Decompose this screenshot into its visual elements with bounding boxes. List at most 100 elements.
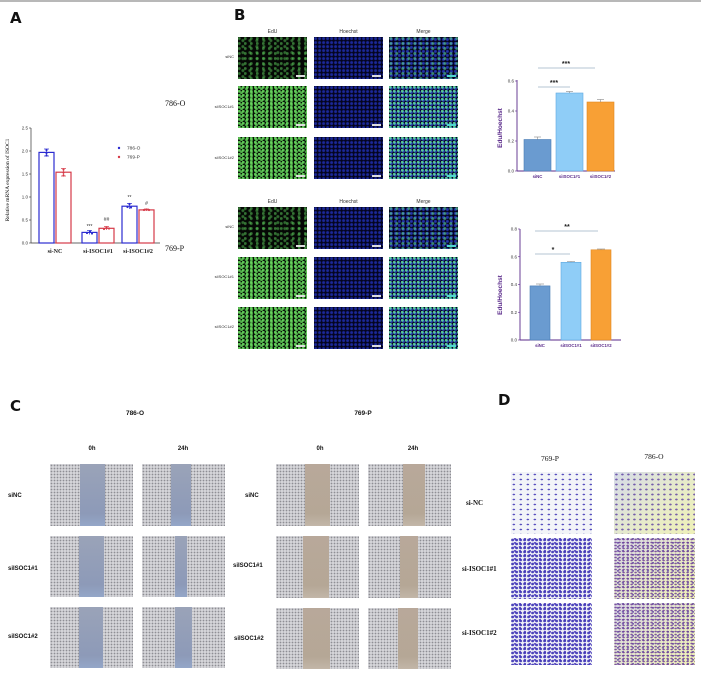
col-header-merge: Merge	[416, 29, 431, 35]
bar-769p-edu-siisoc1-1	[560, 261, 582, 341]
svg-text:0.2: 0.2	[511, 310, 518, 315]
svg-text:siISOC1#1: siISOC1#1	[559, 174, 581, 179]
edu-image-769p-siisoc1-2	[238, 307, 307, 349]
row-label-sinc: siNC	[225, 54, 234, 59]
chart-a-ylabel: Relative mRNA expression of ISOC1	[4, 138, 11, 221]
svg-text:0.5: 0.5	[22, 218, 29, 223]
panel-label-a: A	[10, 9, 22, 27]
transwell-image-786o-siisoc1-1	[614, 538, 695, 599]
edu-image-786o-siisoc1-2	[238, 137, 307, 179]
svg-text:2.5: 2.5	[22, 126, 29, 131]
panel-d-col-786o: 786-O	[644, 452, 664, 461]
chart-a-mrna-expression: Relative mRNA expression of ISOC1 0.0 0.…	[4, 126, 160, 255]
wound-image-769p-siisoc1-2-24h	[368, 608, 451, 669]
row-label-769p-siisoc1-2: siISOC1#2	[214, 324, 234, 329]
row-label-769p-sinc: siNC	[225, 224, 234, 229]
edu-image-769p-sinc	[238, 207, 307, 249]
col-header-edu-769p: EdU	[267, 199, 278, 205]
svg-text:1.0: 1.0	[22, 195, 29, 200]
wound-image-786o-siisoc1-1-0h	[50, 536, 133, 597]
svg-text:si-ISOC1#1: si-ISOC1#1	[83, 249, 113, 255]
col-header-edu: EdU	[267, 29, 278, 35]
panel-b-cellline-769p: 769-P	[165, 244, 185, 253]
wound-image-786o-sinc-0h	[50, 464, 133, 526]
bar-786o-sinc	[38, 151, 55, 244]
svg-text:si-ISOC1#2: si-ISOC1#2	[123, 249, 153, 255]
panel-d-row-siisoc1-1: si-ISOC1#1	[462, 565, 497, 573]
wound-image-786o-siisoc1-1-24h	[142, 536, 225, 597]
svg-text:siNC: siNC	[535, 343, 545, 348]
svg-text:2.0: 2.0	[22, 149, 29, 154]
legend-769p: 769-P	[127, 155, 140, 161]
panel-label-b: B	[234, 6, 246, 24]
svg-text:**: **	[128, 195, 132, 201]
hoechst-image-786o-siisoc1-2	[314, 137, 383, 179]
svg-text:***: ***	[87, 224, 93, 230]
svg-text:0.4: 0.4	[508, 109, 515, 114]
svg-text:Edu/Hoechst: Edu/Hoechst	[497, 107, 504, 148]
panel-c-769p-time-0h: 0h	[316, 446, 324, 452]
transwell-image-786o-siisoc1-2	[614, 603, 695, 665]
row-label-siisoc1-1: siISOC1#1	[214, 104, 234, 109]
panel-d-row-siisoc1-2: si-ISOC1#2	[462, 629, 497, 637]
transwell-image-769p-siisoc1-1	[511, 538, 592, 599]
legend-786o: 786-O	[127, 146, 141, 152]
merge-image-769p-siisoc1-1	[389, 257, 458, 299]
bar-786o-edu-sinc	[523, 139, 552, 172]
wound-image-786o-siisoc1-2-24h	[142, 607, 225, 668]
merge-image-786o-siisoc1-2	[389, 137, 458, 179]
svg-text:siISOC1#2: siISOC1#2	[590, 343, 612, 348]
svg-text:0.0: 0.0	[508, 169, 515, 174]
panel-d-row-sinc: si-NC	[466, 499, 484, 507]
svg-text:siISOC1#1: siISOC1#1	[560, 343, 582, 348]
sig-769p-2: **	[564, 224, 570, 231]
panel-c-786o-time-0h: 0h	[88, 446, 96, 452]
panel-c-769p-time-24h: 24h	[407, 446, 419, 452]
edu-image-786o-sinc	[238, 37, 307, 79]
panel-d-col-769p: 769-P	[541, 454, 559, 463]
panel-c-786o-row-siisoc1-1: siISOC1#1	[8, 566, 38, 572]
hoechst-image-769p-siisoc1-2	[314, 307, 383, 349]
svg-text:si-NC: si-NC	[48, 249, 63, 255]
panel-c-769p-row-sinc: siNC	[245, 493, 259, 499]
transwell-image-786o-sinc	[614, 472, 695, 534]
chart-b-786o-edu-ratio: Edu/Hoechst 0.0 0.2 0.4 0.6 *** *** siNC…	[497, 61, 615, 179]
panel-label-c: C	[10, 397, 22, 415]
svg-text:#: #	[145, 201, 148, 207]
svg-text:##: ##	[104, 217, 110, 223]
bar-769p-siisoc1-2	[138, 209, 155, 244]
svg-text:0.0: 0.0	[22, 241, 29, 246]
row-label-siisoc1-2: siISOC1#2	[214, 155, 234, 160]
panel-label-d: D	[498, 391, 511, 409]
sig-769p-1: *	[552, 247, 555, 254]
bar-769p-sinc	[55, 171, 72, 244]
edu-image-769p-siisoc1-1	[238, 257, 307, 299]
wound-image-786o-siisoc1-2-0h	[50, 607, 133, 668]
svg-text:0.8: 0.8	[511, 227, 518, 232]
sig-786o-2: ***	[562, 61, 570, 68]
edu-image-786o-siisoc1-1	[238, 86, 307, 128]
panel-c-769p-row-siisoc1-1: siISOC1#1	[233, 563, 263, 569]
wound-image-769p-siisoc1-1-0h	[276, 536, 359, 598]
row-label-769p-siisoc1-1: siISOC1#1	[214, 274, 234, 279]
wound-image-786o-sinc-24h	[142, 464, 225, 526]
panel-c-769p-row-siisoc1-2: siISOC1#2	[234, 636, 264, 642]
bar-786o-edu-siisoc1-2	[586, 101, 615, 172]
wound-image-769p-sinc-0h	[276, 464, 359, 526]
bar-769p-edu-siisoc1-2	[590, 249, 612, 341]
merge-image-786o-siisoc1-1	[389, 86, 458, 128]
svg-text:0.0: 0.0	[511, 338, 518, 343]
bar-786o-edu-siisoc1-1	[555, 92, 584, 172]
transwell-image-769p-siisoc1-2	[511, 603, 592, 665]
wound-image-769p-siisoc1-1-24h	[368, 536, 451, 598]
panel-c-title-786o: 786-O	[125, 410, 145, 417]
svg-text:0.2: 0.2	[508, 139, 515, 144]
bar-786o-siisoc1-2	[121, 205, 138, 244]
svg-text:Edu/Hoechst: Edu/Hoechst	[497, 274, 504, 315]
chart-b-769p-edu-ratio: Edu/Hoechst 0.0 0.2 0.4 0.6 0.8 * ** siN…	[497, 224, 621, 348]
panel-c-786o-row-siisoc1-2: siISOC1#2	[8, 634, 38, 640]
hoechst-image-786o-sinc	[314, 37, 383, 79]
merge-image-786o-sinc	[389, 37, 458, 79]
wound-image-769p-siisoc1-2-0h	[276, 608, 359, 669]
bar-769p-edu-sinc	[529, 285, 551, 341]
